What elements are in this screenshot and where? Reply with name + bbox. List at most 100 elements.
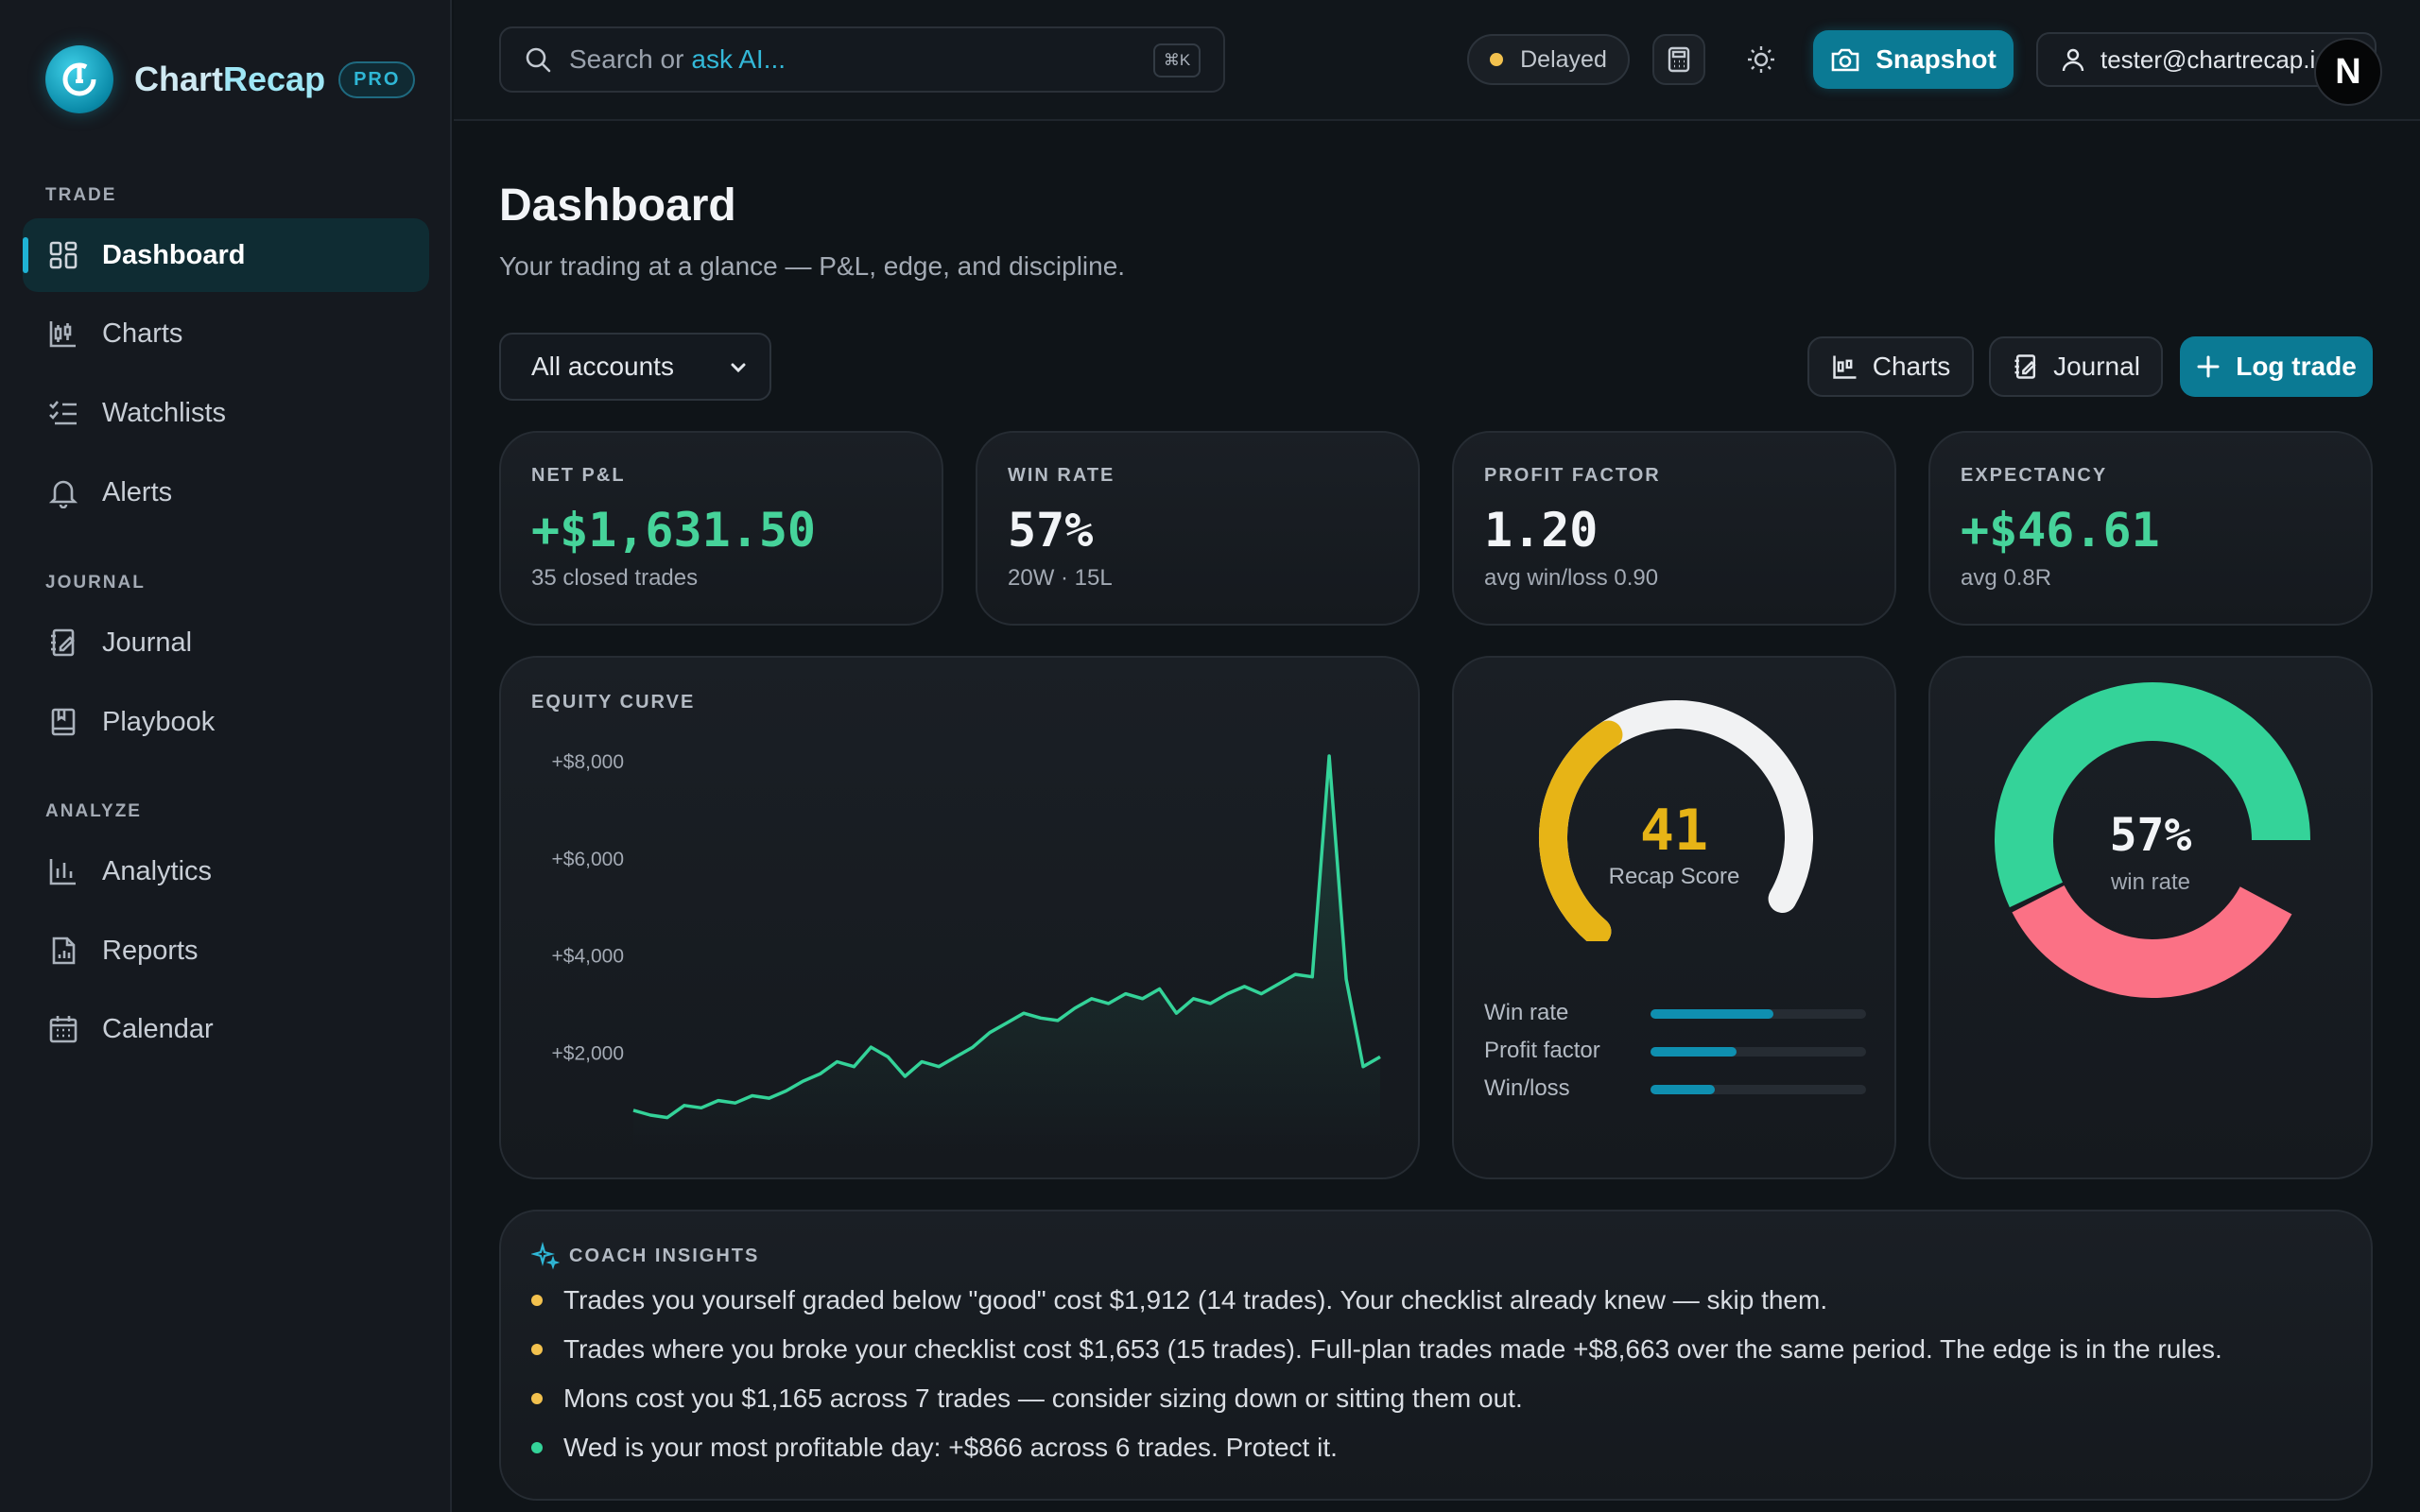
donut-percent: 57% (2109, 809, 2192, 862)
insight-bullet (531, 1442, 543, 1453)
win-rate-donut (1995, 682, 2310, 998)
stat-value: +$46.61 (1961, 503, 2160, 558)
insight-text: Trades where you broke your checklist co… (563, 1334, 2222, 1364)
stat-card-profit-factor: PROFIT FACTOR 1.20 avg win/loss 0.90 (1452, 431, 1896, 626)
account-select[interactable]: All accounts (499, 333, 771, 401)
nav-section-trade: TRADE (45, 185, 117, 205)
insights-title: COACH INSIGHTS (569, 1246, 760, 1266)
sidebar-item-label: Calendar (102, 1013, 214, 1044)
equity-line (632, 754, 1381, 1120)
coach-insights-card: COACH INSIGHTS Trades you yourself grade… (499, 1210, 2373, 1501)
logo-icon (45, 45, 113, 113)
insight-text: Mons cost you $1,165 across 7 trades — c… (563, 1383, 1523, 1413)
sidebar-item-label: Watchlists (102, 397, 227, 428)
nav-section-analyze: ANALYZE (45, 801, 142, 821)
account-select-value: All accounts (531, 352, 674, 381)
calendar-icon (49, 1016, 78, 1043)
sidebar-item-label: Reports (102, 935, 199, 966)
y-tick-label: +$2,000 (552, 1042, 625, 1064)
snapshot-button[interactable]: Snapshot (1813, 30, 2014, 89)
score-bar-label: Win rate (1484, 1000, 1569, 1025)
status-text: Delayed (1520, 45, 1607, 73)
equity-chart[interactable]: +$2,000 +$4,000 +$6,000 +$8,000 (501, 658, 1422, 1181)
y-tick-label: +$6,000 (552, 849, 625, 870)
insight-item: Wed is your most profitable day: +$866 a… (531, 1433, 1338, 1463)
sidebar-item-label: Journal (102, 627, 193, 658)
stat-sub: 20W · 15L (1008, 565, 1113, 591)
sidebar-item-charts[interactable]: Charts (23, 297, 429, 370)
donut-loss-slice (2012, 885, 2292, 998)
score-bar-win-loss: Win/loss (1484, 1075, 1866, 1104)
log-trade-label: Log trade (2236, 352, 2357, 381)
candlestick-icon (1833, 355, 1857, 379)
stat-value: 1.20 (1484, 503, 1599, 558)
status-dot (1490, 53, 1504, 66)
brand[interactable]: ChartRecap PRO (45, 45, 416, 113)
sidebar: ChartRecap PRO TRADE Dashboard Charts Wa… (0, 0, 452, 1512)
stat-label: NET P&L (531, 465, 626, 486)
insight-item: Trades where you broke your checklist co… (531, 1334, 2222, 1365)
calculator-button[interactable] (1652, 34, 1705, 85)
log-trade-button[interactable]: Log trade (2180, 336, 2373, 397)
y-tick-label: +$4,000 (552, 946, 625, 968)
sidebar-item-playbook[interactable]: Playbook (23, 685, 429, 759)
status-badge[interactable]: Delayed (1467, 34, 1630, 85)
equity-curve-card: EQUITY CURVE +$2,000 +$4,000 +$6,000 +$8,00… (499, 656, 1420, 1179)
score-bar-label: Win/loss (1484, 1075, 1570, 1101)
search-placeholder: Search or (569, 44, 684, 74)
avatar[interactable]: N (2314, 38, 2382, 106)
sidebar-item-reports[interactable]: Reports (23, 914, 429, 988)
search-shortcut: ⌘K (1153, 43, 1201, 77)
stat-value: +$1,631.50 (531, 503, 817, 558)
donut-label: win rate (2110, 869, 2191, 895)
sidebar-item-alerts[interactable]: Alerts (23, 455, 429, 529)
stat-card-win-rate: WIN RATE 57% 20W · 15L (976, 431, 1420, 626)
bar-chart-icon (49, 859, 76, 885)
y-tick-label: +$8,000 (552, 751, 625, 773)
stat-card-expectancy: EXPECTANCY +$46.61 avg 0.8R (1928, 431, 2373, 626)
score-bar-track (1651, 1085, 1866, 1094)
plus-icon (2197, 355, 2220, 378)
page-subtitle: Your trading at a glance — P&L, edge, an… (499, 251, 1126, 281)
sidebar-item-watchlists[interactable]: Watchlists (23, 376, 429, 450)
charts-button-label: Charts (1872, 352, 1951, 381)
user-icon (2062, 48, 2084, 72)
insight-bullet (531, 1344, 543, 1355)
charts-button[interactable]: Charts (1807, 336, 1974, 397)
search-input[interactable]: Search or ask AI... ⌘K (499, 26, 1225, 93)
theme-toggle-button[interactable] (1741, 40, 1781, 79)
search-ask-ai: ask AI... (691, 44, 786, 74)
camera-icon (1831, 48, 1859, 72)
stat-label: EXPECTANCY (1961, 465, 2108, 486)
sparkles-icon (531, 1242, 560, 1270)
stat-label: PROFIT FACTOR (1484, 465, 1661, 486)
page-title: Dashboard (499, 180, 736, 231)
score-bar-fill (1651, 1009, 1773, 1019)
user-menu[interactable]: tester@chartrecap.io (2036, 32, 2377, 87)
insight-item: Trades you yourself graded below "good" … (531, 1285, 1827, 1315)
checklist-icon (49, 401, 77, 425)
donut-win-slice (1995, 682, 2310, 908)
insight-text: Wed is your most profitable day: +$866 a… (563, 1433, 1338, 1462)
stat-sub: 35 closed trades (531, 565, 699, 591)
sidebar-item-journal[interactable]: Journal (23, 606, 429, 679)
sidebar-item-dashboard[interactable]: Dashboard (23, 218, 429, 292)
calculator-icon (1668, 46, 1690, 73)
score-bar-label: Profit factor (1484, 1038, 1600, 1063)
journal-button[interactable]: Journal (1989, 336, 2163, 397)
gauge-fill (1539, 720, 1623, 941)
score-bar-fill (1651, 1085, 1716, 1094)
recap-score-card: 41 Recap Score Win rate Profit factor Wi… (1452, 656, 1896, 1179)
sidebar-item-analytics[interactable]: Analytics (23, 834, 429, 908)
recap-score-label: Recap Score (1608, 864, 1740, 889)
insight-bullet (531, 1393, 543, 1404)
sidebar-item-label: Playbook (102, 706, 216, 737)
nav-section-journal: JOURNAL (45, 573, 146, 593)
score-bar-win-rate: Win rate (1484, 1000, 1866, 1028)
stat-sub: avg win/loss 0.90 (1484, 565, 1659, 591)
sidebar-item-calendar[interactable]: Calendar (23, 992, 429, 1066)
score-bar-track (1651, 1009, 1866, 1019)
search-icon (526, 47, 551, 73)
recap-score-value: 41 (1639, 798, 1709, 864)
sidebar-item-label: Charts (102, 318, 183, 349)
